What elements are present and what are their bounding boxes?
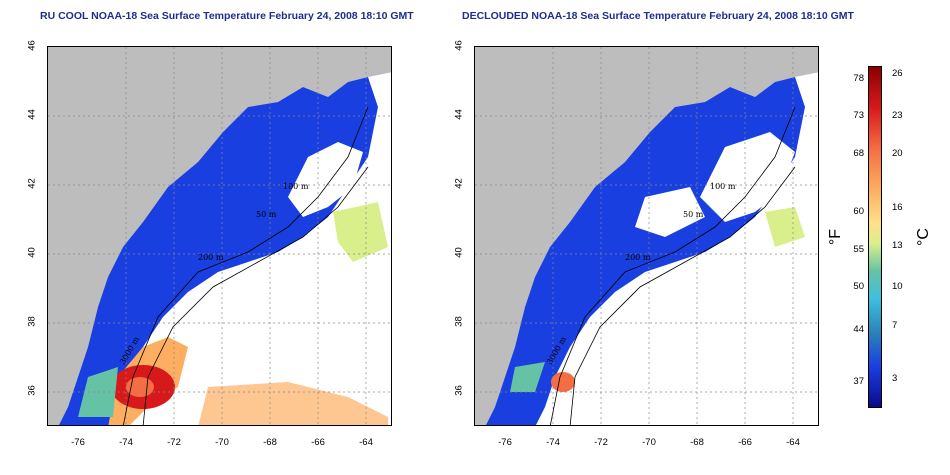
- right-lat-tick-44: 44: [453, 109, 465, 120]
- left-lat-tick-40: 40: [26, 247, 38, 258]
- right-lat-tick-42: 42: [453, 178, 465, 189]
- fahrenheit-tick-37: 37: [853, 376, 864, 387]
- right-lon-tick-76: -76: [498, 437, 512, 448]
- left-lon-tick-74: -74: [119, 437, 133, 448]
- fahrenheit-tick-44: 44: [853, 324, 864, 335]
- fahrenheit-tick-68: 68: [853, 148, 864, 159]
- fahrenheit-unit-label: °F: [827, 228, 845, 246]
- shelf-water-green: [510, 362, 545, 392]
- right-lon-tick-72: -72: [594, 437, 608, 448]
- contour-label-50m: 50 m: [683, 210, 704, 219]
- cloud-region-2: [635, 187, 705, 237]
- isobath-3000m: [569, 166, 796, 425]
- fahrenheit-tick-60: 60: [853, 206, 864, 217]
- left-lon-tick-68: -68: [263, 437, 277, 448]
- left-lon-tick-66: -66: [311, 437, 325, 448]
- land-mass: [475, 47, 818, 425]
- right-lon-tick-74: -74: [546, 437, 560, 448]
- right-lon-tick-64: -64: [786, 437, 800, 448]
- temperature-colorbar: [868, 66, 882, 408]
- isobath-200m: [549, 106, 796, 425]
- offshore-warm: [333, 202, 388, 262]
- celsius-tick-23: 23: [892, 110, 903, 121]
- right-lat-tick-38: 38: [453, 316, 465, 327]
- right-sst-map[interactable]: 100 m 50 m 200 m 3000 m: [474, 46, 819, 426]
- right-lat-tick-46: 46: [453, 40, 465, 51]
- right-lon-tick-68: -68: [690, 437, 704, 448]
- left-lat-tick-36: 36: [26, 385, 38, 396]
- contour-label-200m: 200 m: [625, 253, 651, 262]
- left-lat-tick-42: 42: [26, 178, 38, 189]
- left-lon-tick-70: -70: [215, 437, 229, 448]
- fahrenheit-tick-55: 55: [853, 244, 864, 255]
- celsius-tick-26: 26: [892, 68, 903, 79]
- celsius-tick-3: 3: [892, 373, 898, 384]
- cold-water-region: [59, 77, 378, 425]
- left-lon-tick-64: -64: [359, 437, 373, 448]
- celsius-unit-label: °C: [914, 228, 932, 246]
- left-lat-tick-38: 38: [26, 316, 38, 327]
- grid-lines: [48, 47, 391, 425]
- right-lat-tick-40: 40: [453, 247, 465, 258]
- contour-label-50m: 50 m: [256, 210, 277, 219]
- isobath-3000m: [142, 166, 369, 425]
- right-lon-tick-66: -66: [738, 437, 752, 448]
- offshore-south-warm: [198, 382, 388, 425]
- offshore-warm: [765, 207, 805, 247]
- left-lat-tick-46: 46: [26, 40, 38, 51]
- warm-eddy: [551, 372, 575, 392]
- celsius-tick-20: 20: [892, 148, 903, 159]
- left-lat-tick-44: 44: [26, 109, 38, 120]
- right-lon-tick-70: -70: [642, 437, 656, 448]
- warm-eddy-core: [126, 377, 154, 397]
- celsius-tick-7: 7: [892, 320, 898, 331]
- contour-label-200m: 200 m: [198, 253, 224, 262]
- fahrenheit-tick-50: 50: [853, 281, 864, 292]
- right-map-title: DECLOUDED NOAA-18 Sea Surface Temperatur…: [462, 10, 854, 22]
- cloud-region-1: [700, 132, 795, 222]
- grid-lines: [475, 47, 818, 425]
- left-lon-tick-76: -76: [71, 437, 85, 448]
- left-sst-map[interactable]: 100 m 50 m 200 m 3000 m: [47, 46, 392, 426]
- left-map-graphic: 100 m 50 m 200 m 3000 m: [48, 47, 391, 425]
- fahrenheit-tick-78: 78: [853, 73, 864, 84]
- contour-label-100m: 100 m: [283, 182, 309, 191]
- celsius-tick-13: 13: [892, 240, 903, 251]
- land-mass: [48, 47, 391, 425]
- right-map-graphic: 100 m 50 m 200 m 3000 m: [475, 47, 818, 425]
- right-lat-tick-36: 36: [453, 385, 465, 396]
- contour-label-100m: 100 m: [710, 182, 736, 191]
- cloud-region-1: [288, 142, 363, 217]
- isobath-200m: [122, 106, 369, 425]
- fahrenheit-tick-73: 73: [853, 110, 864, 121]
- celsius-tick-16: 16: [892, 202, 903, 213]
- left-lon-tick-72: -72: [167, 437, 181, 448]
- celsius-tick-10: 10: [892, 281, 903, 292]
- left-map-title: RU COOL NOAA-18 Sea Surface Temperature …: [40, 10, 414, 22]
